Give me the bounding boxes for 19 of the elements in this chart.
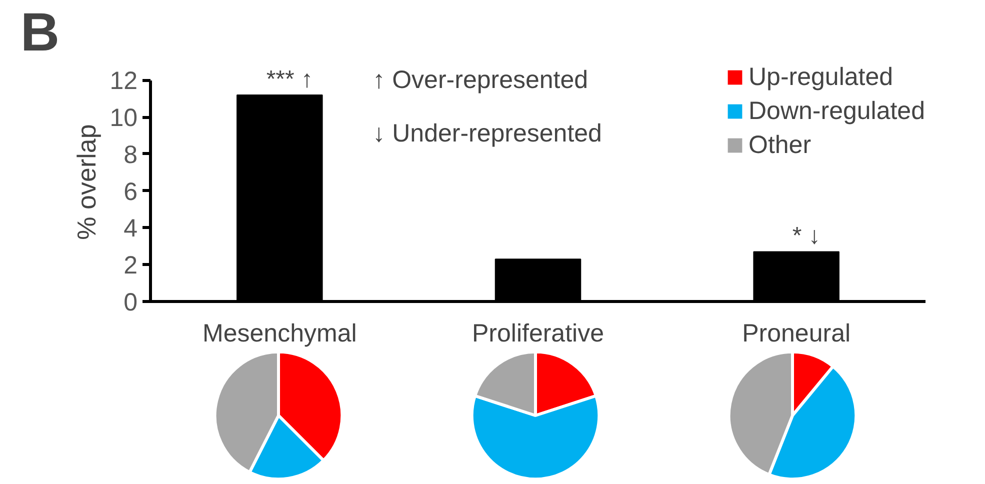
y-tick-label: 10 xyxy=(110,104,138,132)
y-tick-label: 12 xyxy=(110,67,138,96)
annotation: ↓ Under-represented xyxy=(372,119,602,148)
x-tick-label: Mesenchymal xyxy=(202,320,357,348)
y-tick-label: 6 xyxy=(124,178,138,206)
annotation: ↑ Over-represented xyxy=(372,66,588,94)
y-tick-label: 0 xyxy=(124,288,138,316)
y-tick-label: 2 xyxy=(124,252,138,280)
legend-label: Down-regulated xyxy=(748,96,925,126)
annotation: * ↓ xyxy=(792,222,820,250)
x-tick-label: Proliferative xyxy=(472,320,604,348)
chart-title: B xyxy=(20,2,60,62)
y-tick-label: 8 xyxy=(124,140,138,169)
x-tick-label: Proneural xyxy=(742,320,851,348)
y-axis-title: % overlap xyxy=(72,124,102,240)
annotation: *** ↑ xyxy=(266,66,314,93)
y-tick-label: 4 xyxy=(124,214,138,243)
legend-label: Other xyxy=(748,130,812,160)
legend-label: Up-regulated xyxy=(748,62,894,92)
